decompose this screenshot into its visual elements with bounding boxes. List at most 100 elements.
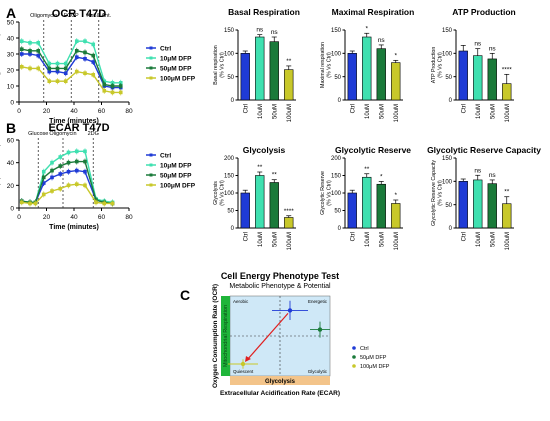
quadrant-label: Energetic <box>308 299 328 304</box>
data-point <box>74 159 79 164</box>
significance-label: ** <box>257 164 263 171</box>
y-tick-label: 0 <box>10 100 14 107</box>
category-label: 50uM <box>379 104 385 119</box>
injection-label: Glucose <box>28 131 48 137</box>
y-tick-label: 50 <box>334 75 341 81</box>
data-point <box>74 69 79 74</box>
data-point <box>83 57 87 61</box>
chart-title: Glycolytic Reserve <box>335 145 411 155</box>
legend-label: Ctrl <box>160 45 171 52</box>
significance-label: ** <box>286 58 292 65</box>
injection-label: Oligomycin <box>30 13 57 19</box>
y-tick-label: 150 <box>442 28 453 34</box>
data-point <box>47 61 52 66</box>
category-label: 50uM <box>272 104 278 119</box>
y-tick-label: 100 <box>224 191 235 197</box>
category-label: Ctrl <box>350 104 356 113</box>
category-label: 100uM <box>287 104 293 122</box>
shift-arrow-head <box>245 356 251 362</box>
data-point <box>110 81 115 85</box>
legend-marker <box>149 76 153 80</box>
data-point <box>33 201 38 206</box>
y-axis-label: Glycolysis <box>213 181 219 205</box>
data-point <box>58 186 63 191</box>
data-point <box>55 69 60 74</box>
data-point <box>41 192 46 197</box>
chart-title: Cell Energy Phenotype Test <box>221 271 339 281</box>
category-label: 10uM <box>365 104 371 119</box>
bar <box>502 83 512 101</box>
y-axis-label: OCR (pmol/min/SRB) <box>0 33 1 90</box>
data-point <box>83 159 87 164</box>
significance-label: ns <box>474 41 482 48</box>
x-tick-label: 80 <box>125 214 133 221</box>
legend-marker <box>149 66 153 70</box>
data-point <box>91 60 96 64</box>
data-point <box>55 66 60 71</box>
data-point <box>110 201 115 206</box>
significance-label: ns <box>271 29 279 36</box>
data-point <box>19 52 24 56</box>
y-tick-label: 50 <box>445 203 452 209</box>
data-point <box>74 55 79 59</box>
data-point <box>63 61 68 66</box>
legend-label: 50μM DFP <box>160 172 192 179</box>
category-label: 50uM <box>379 232 385 247</box>
legend-marker <box>352 364 356 368</box>
y-tick-label: 150 <box>331 28 342 34</box>
data-point <box>36 53 41 58</box>
legend-marker <box>149 183 153 187</box>
y-tick-label: 50 <box>227 75 234 81</box>
data-point <box>28 201 32 206</box>
y-tick-label: 100 <box>331 52 342 58</box>
data-point <box>63 66 68 71</box>
category-label: Ctrl <box>243 104 249 113</box>
data-point <box>19 65 24 69</box>
data-point <box>63 71 68 75</box>
legend-marker <box>149 163 153 167</box>
y-tick-label: 100 <box>442 52 453 58</box>
oxidative-bar <box>221 296 230 376</box>
glycres-chart: Glycolytic Reserve050100150200Glycolytic… <box>320 145 411 250</box>
significance-label: ** <box>272 172 278 179</box>
bar <box>502 203 512 229</box>
y-tick-label: 100 <box>442 180 453 186</box>
y-tick-label: 200 <box>331 156 342 162</box>
bar <box>458 50 468 101</box>
category-label: Ctrl <box>350 232 356 241</box>
significance-label: ns <box>256 27 264 34</box>
bar <box>473 179 483 229</box>
legend-label: 100μM DFP <box>160 182 196 189</box>
bar <box>458 181 468 229</box>
panel-letter-c: C <box>180 287 190 303</box>
legend-label: 10μM DFP <box>160 55 192 62</box>
legend-marker <box>352 346 356 350</box>
x-axis-label: Extracellular Acidification Rate (ECAR) <box>220 390 340 397</box>
bar <box>269 41 279 101</box>
chart-title: ECAR T47D <box>48 122 109 134</box>
y-tick-label: 20 <box>7 183 15 190</box>
data-point <box>102 89 107 93</box>
data-point <box>58 172 63 176</box>
legend-label: 50μM DFP <box>160 65 192 72</box>
data-point <box>66 183 71 188</box>
data-point <box>110 84 115 88</box>
data-point <box>47 79 52 83</box>
data-point <box>55 79 60 83</box>
x-tick-label: 80 <box>125 108 133 115</box>
y-tick-label: 0 <box>338 226 342 232</box>
bar <box>240 192 250 229</box>
data-point <box>28 52 32 56</box>
shift-arrow <box>246 313 289 361</box>
data-point <box>58 155 63 159</box>
significance-label: * <box>365 25 368 32</box>
data-point <box>94 200 98 205</box>
data-point <box>19 47 24 51</box>
category-label: 100uM <box>505 104 511 122</box>
y-tick-label: 0 <box>231 226 235 232</box>
significance-label: * <box>394 52 397 59</box>
data-point <box>83 183 87 188</box>
quadrant-label: Glycolytic <box>308 369 328 374</box>
y-tick-label: 0 <box>338 98 342 104</box>
